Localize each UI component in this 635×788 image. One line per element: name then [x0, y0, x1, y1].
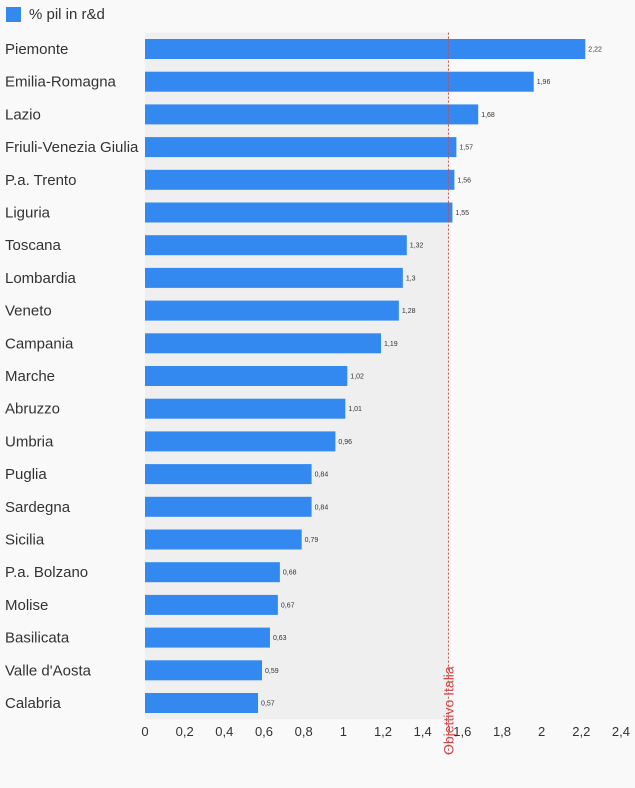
category-label: Veneto — [5, 303, 52, 320]
bar — [145, 235, 407, 256]
x-tick-label: 0,2 — [176, 724, 194, 739]
bar — [145, 660, 263, 681]
category-label: Calabria — [5, 695, 62, 712]
category-label: Valle d'Aosta — [5, 662, 92, 679]
bar-value-label: 0,63 — [273, 635, 287, 642]
category-label: Toscana — [5, 237, 62, 254]
bar — [145, 627, 270, 648]
bar-value-label: 2,22 — [588, 47, 602, 54]
x-tick-label: 1 — [340, 724, 347, 739]
bar-value-label: 0,59 — [265, 668, 279, 675]
bar — [145, 529, 302, 550]
category-label: Umbria — [5, 433, 54, 450]
x-tick-label: 0,4 — [215, 724, 233, 739]
bar-value-label: 1,01 — [348, 406, 362, 413]
bar-value-label: 0,79 — [305, 537, 319, 544]
x-tick-label: 2 — [538, 724, 545, 739]
bar-value-label: 0,84 — [315, 472, 329, 479]
x-tick-label: 1,4 — [414, 724, 432, 739]
bar-value-label: 0,68 — [283, 570, 297, 577]
x-tick-label: 2,4 — [612, 724, 630, 739]
bar-value-label: 1,28 — [402, 308, 416, 315]
category-label: Piemonte — [5, 41, 68, 58]
bar-value-label: 1,32 — [410, 243, 424, 250]
x-tick-label: 0 — [141, 724, 148, 739]
bar — [145, 594, 278, 615]
category-label: Marche — [5, 368, 55, 385]
bar-value-label: 0,84 — [315, 504, 329, 511]
bar-value-label: 0,67 — [281, 602, 295, 609]
category-label: Liguria — [5, 205, 51, 222]
category-label: Campania — [5, 335, 74, 352]
bar — [145, 366, 348, 386]
category-label: Puglia — [5, 466, 47, 483]
target-line-label: Objettivo Italia — [440, 666, 456, 755]
category-label: P.a. Bolzano — [5, 564, 88, 581]
bar-value-label: 1,57 — [459, 145, 473, 152]
category-label: Sicilia — [5, 532, 45, 549]
bar — [145, 39, 586, 59]
legend-label: % pil in r&d — [29, 5, 105, 23]
category-label: P.a. Trento — [5, 172, 76, 189]
bar — [145, 431, 336, 452]
bar-value-label: 1,96 — [537, 79, 551, 86]
bar — [145, 71, 534, 92]
x-tick-label: 0,8 — [295, 724, 313, 739]
category-label: Friuli-Venezia Giulia — [5, 139, 139, 156]
category-label: Abruzzo — [5, 401, 60, 418]
bar-value-label: 1,19 — [384, 341, 398, 348]
legend-swatch — [6, 6, 21, 22]
category-label: Molise — [5, 597, 48, 614]
bar — [145, 333, 382, 354]
bar — [145, 693, 259, 713]
bar-value-label: 1,02 — [350, 374, 364, 381]
bar-value-label: 0,96 — [338, 439, 352, 446]
category-label: Emilia-Romagna — [5, 74, 117, 91]
category-label: Lombardia — [5, 270, 77, 287]
bar-value-label: 1,55 — [455, 210, 469, 217]
x-tick-label: 0,6 — [255, 724, 273, 739]
bar-value-label: 1,56 — [457, 177, 471, 184]
bar — [145, 496, 312, 517]
bar — [145, 137, 457, 158]
bar — [145, 267, 403, 288]
bar — [145, 169, 455, 190]
bar — [145, 464, 312, 485]
bar — [145, 562, 280, 583]
x-tick-label: 2,2 — [572, 724, 590, 739]
bar — [145, 104, 479, 125]
bar-value-label: 1,3 — [406, 275, 416, 282]
bar-value-label: 1,68 — [481, 112, 495, 119]
bar — [145, 398, 346, 419]
chart-legend: % pil in r&d — [6, 4, 105, 24]
category-label: Basilicata — [5, 630, 70, 647]
bar — [145, 300, 399, 321]
bar-value-label: 0,57 — [261, 701, 275, 708]
category-label: Lazio — [5, 106, 41, 123]
x-tick-label: 1,6 — [453, 724, 471, 739]
x-tick-label: 1,2 — [374, 724, 392, 739]
category-label: Sardegna — [5, 499, 71, 516]
bar — [145, 202, 453, 223]
x-tick-label: 1,8 — [493, 724, 511, 739]
